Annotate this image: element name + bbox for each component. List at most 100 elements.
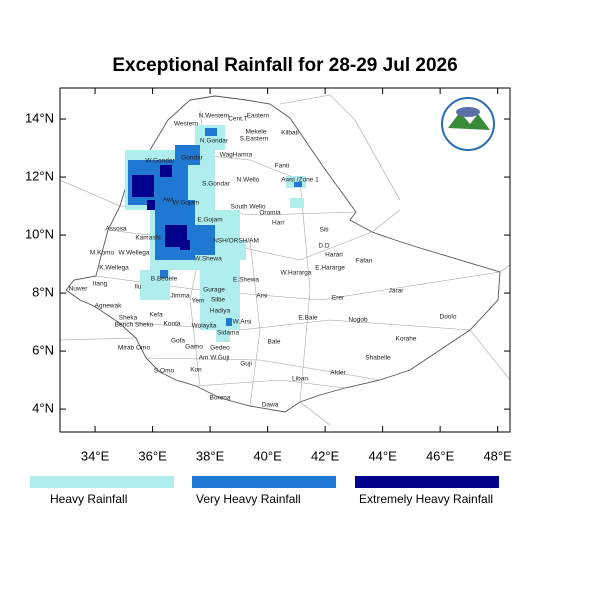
region-label: Siltie [211,297,225,304]
region-label: Gondar [181,155,204,162]
region-label: Awi [163,197,173,204]
lon-tick-label: 46°E [426,448,455,463]
title: Exceptional Rainfall for 28-29 Jul 2026 [112,55,457,76]
region-label: NSH/ORSH/AM [213,238,259,245]
lon-tick-label: 44°E [368,448,397,463]
region-label: Bench Sheko [115,322,154,329]
region-label: Awsi /Zone 1 [281,177,319,184]
region-label: W.Shewa [194,256,222,263]
region-label: Sheka [119,315,138,322]
region-label: Kon [190,367,202,374]
region-label: Wolayita [192,323,217,330]
region-label: Nuwer [69,286,89,293]
legend-swatch [192,476,336,488]
region-label: Eastern [247,113,270,120]
lon-tick-label: 42°E [311,448,340,463]
region-label: K.Wellega [99,265,129,272]
lat-tick-label: 4°N [32,401,54,416]
region-label: M.Komo [90,250,115,257]
region-label: D.D [318,243,330,250]
region-label: Kamashi [135,235,160,242]
lon-tick-label: 38°E [196,448,225,463]
lon-tick-label: 40°E [253,448,282,463]
legend: Heavy Rainfall Very Heavy Rainfall Extreme… [30,476,499,506]
region-label: Siti [319,227,328,234]
lon-tick-label: 36°E [138,448,167,463]
region-label: Fafan [356,258,373,265]
region-label: Am W.Guji [199,355,230,362]
region-label: Bale [267,339,280,346]
region-label: Gofa [171,338,185,345]
region-label: Guji [240,361,252,368]
lat-tick-label: 6°N [32,343,54,358]
region-label: Sidama [217,330,239,337]
region-label: Gedeo [210,345,230,352]
region-label: South Wello [231,204,266,211]
axes: 14°N 12°N 10°N 8°N 6°N 4°N 34°E 36°E 38°E 40°E 42°… [25,88,512,463]
extreme-rainfall-area [132,165,190,250]
region-label: Harari [325,252,343,259]
region-label: Gurage [203,287,225,294]
region-label: WagHamra [220,152,253,159]
lat-tick-label: 14°N [25,110,54,125]
region-label: Agnewak [95,303,122,310]
region-label: Assosa [105,226,127,233]
region-label: Afder [330,370,346,377]
region-label: N.Gondar [200,138,229,145]
region-label: Korahe [396,336,417,343]
lon-tick-label: 48°E [483,448,512,463]
region-label: Itang [93,281,108,288]
region-label: N.Wello [237,177,260,184]
lon-tick-label: 34°E [81,448,110,463]
region-label: Ilu [135,284,142,291]
region-borders [95,109,501,407]
region-label: Dawa [262,402,279,409]
region-label: Kefa [149,312,163,319]
region-label: W.Gondar [145,158,175,165]
region-label: Jarar [389,288,405,295]
region-label: E.Shewa [233,277,259,284]
region-label: E.Bale [298,315,318,322]
region-label: Borena [210,395,231,402]
region-label: Jimma [170,293,190,300]
region-label: E.Hararge [315,265,345,272]
region-label: Western [174,121,198,128]
legend-label: Very Heavy Rainfall [196,492,301,506]
region-label: Yem [192,298,205,305]
region-label: S.Eastern [240,136,269,143]
legend-swatch [355,476,499,488]
lat-tick-label: 8°N [32,285,54,300]
region-label: Mekele [246,129,267,136]
region-label: Cent.T [228,116,248,123]
region-label: W.Gojam [173,200,200,207]
neighbor-borders [59,94,511,426]
region-label: Hadiya [210,308,231,315]
logo [441,97,495,151]
region-label: W.Arsi [233,319,252,326]
region-label: S.Omo [154,368,175,375]
map-frame [59,87,511,433]
region-label: E.Gojam [197,217,222,224]
region-label: Oromia [259,210,281,217]
region-label: Gamo [185,344,203,351]
region-label: Arsi [256,293,267,300]
region-label: Mirab Omo [118,345,151,352]
region-label: Hari [272,220,284,227]
legend-label: Heavy Rainfall [50,492,127,506]
region-label: W.Hararga [280,270,311,277]
region-label: Doolo [440,314,457,321]
region-label: B.Bedele [151,276,178,283]
region-label: W.Wellega [119,250,150,257]
region-label: Liban [292,376,308,383]
legend-swatch [30,476,174,488]
region-label: Erer [332,295,345,302]
region-label: Shabelle [365,355,391,362]
region-label: N.Western [199,113,230,120]
lat-tick-label: 12°N [25,168,54,183]
region-label: Fanti [275,163,289,170]
region-label: Konta [164,321,181,328]
